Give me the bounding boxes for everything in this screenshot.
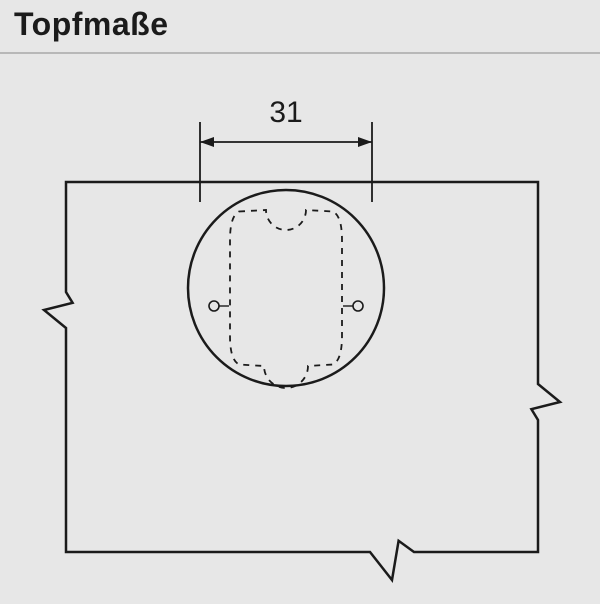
page-title: Topfmaße bbox=[14, 6, 169, 43]
diagram-svg bbox=[0, 52, 600, 599]
dimension-label: 31 bbox=[269, 96, 302, 130]
diagram-canvas: 31 bbox=[0, 52, 600, 599]
